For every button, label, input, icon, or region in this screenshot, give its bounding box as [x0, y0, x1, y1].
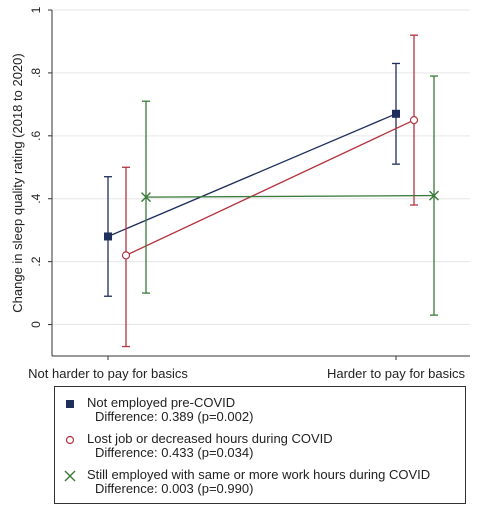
y-tick-label: 0 — [29, 321, 43, 328]
legend-series-name: Not employed pre-COVID — [87, 395, 236, 410]
x-stroke — [429, 190, 439, 201]
x-stroke — [141, 192, 151, 203]
circle-marker-icon — [65, 435, 75, 445]
chart: 0 .2 .4 .6 .8 1 Not harder to pay for basics H… — [10, 6, 470, 381]
x-tick-label: Not harder to pay for basics — [28, 366, 188, 381]
series-line — [125, 119, 415, 256]
x-ticks: Not harder to pay for basics Harder to pa… — [28, 356, 465, 381]
data-point-circle — [121, 251, 131, 260]
legend: Not employed pre-COVID Difference: 0.389… — [54, 386, 466, 504]
y-ticks: 0 .2 .4 .6 .8 1 — [29, 6, 52, 328]
data-point-square — [392, 109, 400, 118]
y-tick-label: .8 — [29, 68, 43, 78]
data-point-x — [141, 192, 151, 203]
legend-difference: Difference: 0.389 (p=0.002) — [95, 409, 254, 424]
legend-series-name: Lost job or decreased hours during COVID — [87, 431, 333, 446]
legend-entry-not-employed: Not employed pre-COVID Difference: 0.389… — [63, 395, 463, 429]
legend-difference: Difference: 0.433 (p=0.034) — [95, 445, 254, 460]
data-point-circle — [409, 115, 419, 125]
y-axis-label: Change in sleep quality rating (2018 to … — [10, 53, 25, 312]
square-marker-icon — [66, 400, 74, 408]
x-tick-label: Harder to pay for basics — [327, 366, 466, 381]
series-0 — [104, 62, 400, 297]
legend-series-name: Still employed with same or more work ho… — [87, 467, 431, 482]
series-layer — [104, 34, 439, 348]
x-marker-icon — [64, 470, 76, 482]
series-1 — [121, 34, 419, 348]
grid — [52, 9, 470, 326]
series-line — [107, 113, 397, 238]
legend-entry-still-employed: Still employed with same or more work ho… — [63, 467, 463, 501]
data-point-square — [104, 232, 112, 241]
legend-difference: Difference: 0.003 (p=0.990) — [95, 481, 254, 496]
y-tick-label: 1 — [29, 6, 43, 13]
y-tick-label: .6 — [29, 130, 43, 140]
plot-area — [52, 10, 470, 356]
series-2 — [141, 75, 439, 316]
y-tick-label: .2 — [29, 256, 43, 266]
series-line — [145, 194, 435, 198]
legend-entry-lost-job: Lost job or decreased hours during COVID… — [63, 431, 463, 465]
y-tick-label: .4 — [29, 193, 43, 203]
data-point-x — [429, 190, 439, 201]
